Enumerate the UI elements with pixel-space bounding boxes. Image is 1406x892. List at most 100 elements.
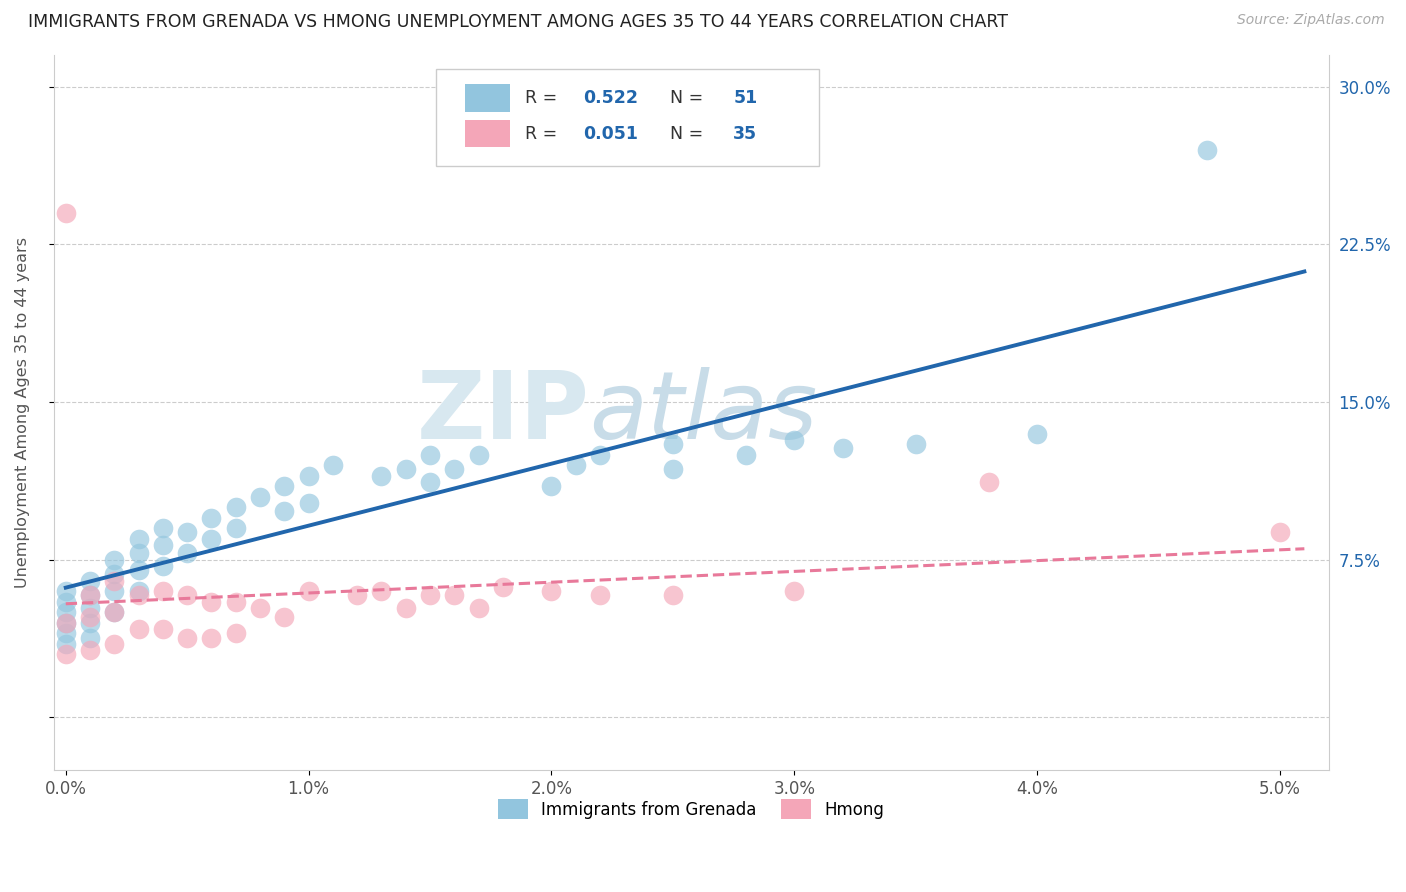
Point bbox=[273, 609, 295, 624]
Point bbox=[152, 521, 174, 535]
Point bbox=[79, 631, 101, 645]
Point bbox=[273, 504, 295, 518]
Point bbox=[152, 622, 174, 636]
Text: 51: 51 bbox=[733, 89, 758, 107]
Point bbox=[55, 648, 77, 662]
Text: IMMIGRANTS FROM GRENADA VS HMONG UNEMPLOYMENT AMONG AGES 35 TO 44 YEARS CORRELAT: IMMIGRANTS FROM GRENADA VS HMONG UNEMPLO… bbox=[28, 13, 1008, 31]
Legend: Immigrants from Grenada, Hmong: Immigrants from Grenada, Hmong bbox=[491, 792, 891, 826]
Point bbox=[55, 615, 77, 630]
Point bbox=[395, 462, 418, 476]
Point bbox=[904, 437, 927, 451]
Point bbox=[176, 589, 198, 603]
Point bbox=[152, 584, 174, 599]
Point bbox=[1268, 525, 1291, 540]
Text: ZIP: ZIP bbox=[416, 367, 589, 458]
Point bbox=[589, 589, 612, 603]
Point bbox=[55, 605, 77, 619]
Point bbox=[540, 584, 562, 599]
Bar bbox=[465, 85, 510, 112]
Point bbox=[370, 584, 392, 599]
Point bbox=[540, 479, 562, 493]
Point bbox=[783, 433, 806, 447]
Text: 0.051: 0.051 bbox=[582, 125, 638, 143]
Point bbox=[419, 589, 441, 603]
Y-axis label: Unemployment Among Ages 35 to 44 years: Unemployment Among Ages 35 to 44 years bbox=[15, 237, 30, 588]
Point bbox=[370, 468, 392, 483]
Point bbox=[225, 521, 247, 535]
Point bbox=[128, 622, 150, 636]
Point bbox=[225, 500, 247, 515]
Point bbox=[492, 580, 515, 594]
Point bbox=[103, 605, 125, 619]
Text: 35: 35 bbox=[733, 125, 758, 143]
Point bbox=[79, 609, 101, 624]
Point bbox=[176, 525, 198, 540]
Point bbox=[79, 601, 101, 615]
Point bbox=[249, 601, 271, 615]
Bar bbox=[465, 120, 510, 147]
Point bbox=[419, 448, 441, 462]
Text: N =: N = bbox=[659, 125, 709, 143]
Point bbox=[176, 546, 198, 560]
Point bbox=[734, 448, 756, 462]
Point bbox=[1026, 426, 1049, 441]
Text: atlas: atlas bbox=[589, 368, 817, 458]
Point bbox=[55, 615, 77, 630]
Point bbox=[79, 574, 101, 588]
Point bbox=[55, 595, 77, 609]
Text: Source: ZipAtlas.com: Source: ZipAtlas.com bbox=[1237, 13, 1385, 28]
Point bbox=[200, 631, 222, 645]
Point bbox=[443, 589, 465, 603]
Point bbox=[346, 589, 368, 603]
Text: R =: R = bbox=[526, 89, 564, 107]
Point bbox=[662, 462, 685, 476]
Point bbox=[176, 631, 198, 645]
Point bbox=[103, 567, 125, 582]
Point bbox=[103, 574, 125, 588]
Point bbox=[79, 643, 101, 657]
Point bbox=[322, 458, 344, 472]
Point bbox=[103, 605, 125, 619]
Point bbox=[298, 584, 321, 599]
Point bbox=[55, 637, 77, 651]
Point bbox=[565, 458, 588, 472]
Point bbox=[200, 532, 222, 546]
Point bbox=[783, 584, 806, 599]
Point bbox=[419, 475, 441, 489]
Point bbox=[662, 589, 685, 603]
Point bbox=[103, 637, 125, 651]
Point bbox=[249, 490, 271, 504]
FancyBboxPatch shape bbox=[436, 70, 818, 166]
Point bbox=[662, 437, 685, 451]
Point bbox=[152, 538, 174, 552]
Point bbox=[128, 584, 150, 599]
Point bbox=[79, 615, 101, 630]
Point bbox=[273, 479, 295, 493]
Point bbox=[467, 448, 489, 462]
Point bbox=[443, 462, 465, 476]
Point bbox=[128, 546, 150, 560]
Point bbox=[200, 595, 222, 609]
Point bbox=[298, 468, 321, 483]
Point bbox=[589, 448, 612, 462]
Point bbox=[225, 626, 247, 640]
Point bbox=[103, 553, 125, 567]
Point bbox=[128, 563, 150, 577]
Point bbox=[395, 601, 418, 615]
Point bbox=[152, 559, 174, 574]
Point bbox=[832, 442, 855, 456]
Point bbox=[55, 206, 77, 220]
Point bbox=[225, 595, 247, 609]
Point bbox=[200, 510, 222, 524]
Text: 0.522: 0.522 bbox=[582, 89, 638, 107]
Point bbox=[79, 589, 101, 603]
Point bbox=[467, 601, 489, 615]
Text: N =: N = bbox=[659, 89, 709, 107]
Point bbox=[1197, 143, 1219, 157]
Point bbox=[128, 589, 150, 603]
Point bbox=[55, 626, 77, 640]
Point bbox=[103, 584, 125, 599]
Text: R =: R = bbox=[526, 125, 564, 143]
Point bbox=[977, 475, 1000, 489]
Point bbox=[128, 532, 150, 546]
